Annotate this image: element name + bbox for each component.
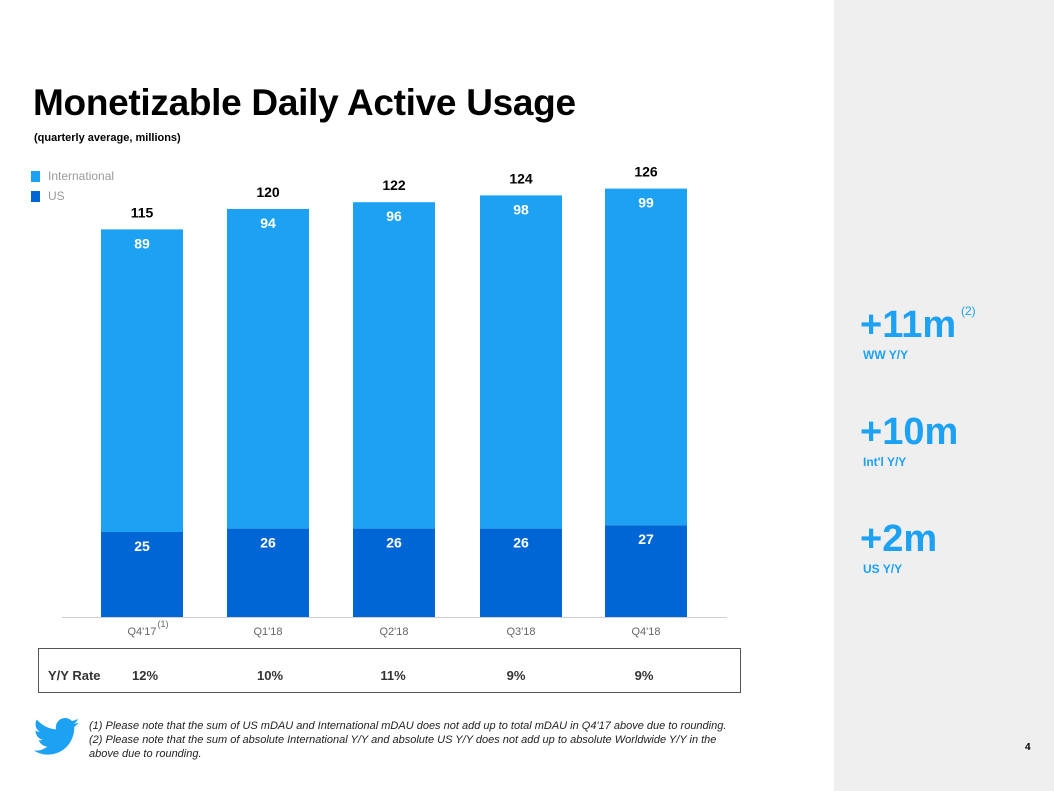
footnote-1: (1) Please note that the sum of US mDAU …: [89, 720, 727, 732]
data-label-international: 99: [638, 195, 654, 211]
yy-rate-table: [38, 648, 741, 693]
legend-item-international: International: [31, 166, 114, 186]
data-label-us: 26: [260, 535, 276, 551]
data-label-international: 98: [513, 201, 529, 217]
yy-rate-value: 9%: [506, 668, 526, 683]
stacked-bar-chart: 25 89 115 Q4'17 26 94 120 Q1'18 26 96 122 Q2'18 26 98…: [62, 164, 727, 638]
bar-segment-international: [605, 188, 687, 526]
bar-segment-international: [353, 202, 435, 529]
stat-label: WW Y/Y: [863, 348, 909, 362]
yy-rate-value: 11%: [380, 668, 406, 683]
legend-label-us: US: [48, 189, 65, 203]
page-title: Monetizable Daily Active Usage: [33, 82, 576, 123]
stat-footnote-marker: (2): [961, 304, 976, 318]
page-number: 4: [1025, 742, 1031, 753]
yy-rate-value: 9%: [634, 668, 654, 683]
bar-segment-us: [480, 528, 562, 617]
stat-label: US Y/Y: [863, 562, 903, 576]
legend-swatch-international: [31, 170, 40, 182]
x-tick-footnote-marker: (1): [158, 619, 169, 629]
x-tick-label: Q4'18: [631, 626, 660, 638]
data-label-total: 122: [382, 177, 406, 193]
data-label-us: 25: [134, 538, 150, 554]
data-label-international: 96: [386, 208, 402, 224]
data-label-us: 26: [386, 535, 402, 551]
data-label-total: 124: [509, 170, 533, 186]
sidebar-panel: [834, 0, 1054, 791]
footnote-2: (2) Please note that the sum of absolute…: [89, 734, 717, 760]
bar-segment-us: [227, 528, 309, 617]
bar-segment-international: [101, 229, 183, 532]
yy-rate-value: 10%: [256, 668, 284, 683]
bar-segment-us: [101, 532, 183, 617]
stat-value: +2m: [860, 518, 938, 560]
legend-item-us: US: [31, 186, 114, 206]
stat-us-yy: +2m US Y/Y: [860, 520, 937, 576]
stat-ww-yy: +11m WW Y/Y: [860, 306, 956, 362]
data-label-total: 120: [256, 184, 280, 200]
bar-segment-us: [353, 528, 435, 617]
stat-label: Int'l Y/Y: [863, 455, 907, 469]
x-tick-label: Q3'18: [506, 626, 535, 638]
x-tick-label: Q2'18: [379, 626, 408, 638]
data-label-total: 126: [634, 164, 658, 180]
data-label-total: 115: [131, 204, 154, 220]
page-subtitle: (quarterly average, millions): [34, 132, 181, 144]
yy-rate-label: Y/Y Rate: [48, 668, 101, 683]
data-label-international: 94: [260, 215, 276, 231]
yy-rate-value: 12%: [131, 668, 159, 683]
data-label-international: 89: [134, 235, 150, 251]
twitter-bird-icon: [34, 718, 80, 755]
bar-segment-international: [227, 209, 309, 529]
bar-segment-international: [480, 195, 562, 529]
bar-segment-us: [605, 525, 687, 617]
x-tick-label: Q4'17: [127, 626, 156, 638]
legend-label-international: International: [48, 169, 115, 183]
data-label-us: 27: [638, 531, 654, 547]
stat-value: +11m: [860, 304, 957, 346]
chart-legend: International US: [31, 166, 114, 206]
x-tick-label: Q1'18: [253, 626, 282, 638]
data-label-us: 26: [513, 535, 529, 551]
footnotes: (1) Please note that the sum of US mDAU …: [89, 719, 749, 761]
legend-swatch-us: [31, 190, 40, 202]
stat-intl-yy: +10m Int'l Y/Y: [860, 413, 958, 469]
stat-value: +10m: [860, 411, 959, 453]
